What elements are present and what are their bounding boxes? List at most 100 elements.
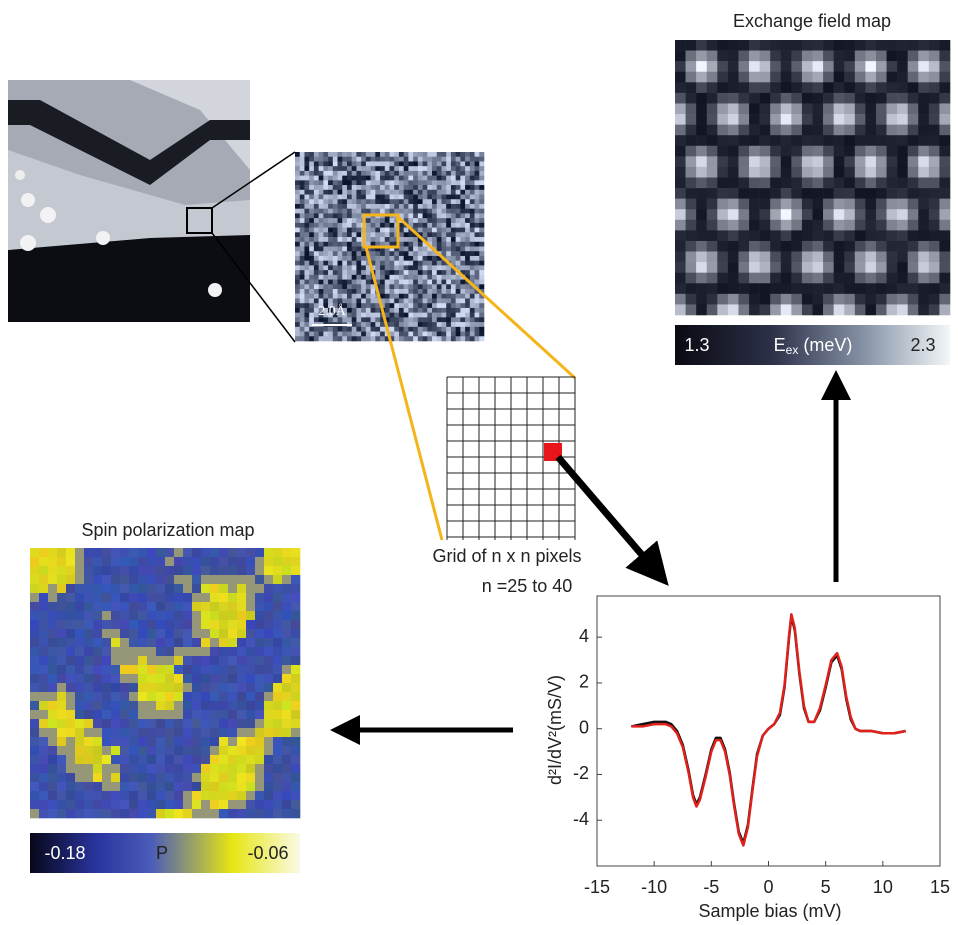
pixel <box>300 199 305 204</box>
pixel <box>39 557 48 566</box>
pixel <box>147 737 156 746</box>
pixel <box>423 213 428 218</box>
pixel <box>865 61 876 72</box>
pixel <box>361 298 366 303</box>
exchange-field-map <box>675 40 950 315</box>
pixel <box>876 252 887 263</box>
pixel <box>385 265 390 270</box>
pixel <box>738 125 749 136</box>
pixel <box>813 114 824 125</box>
pixel <box>342 204 347 209</box>
pixel <box>855 304 866 315</box>
pixel <box>39 647 48 656</box>
pixel <box>802 294 813 305</box>
pixel <box>323 213 328 218</box>
pixel <box>770 156 781 167</box>
pixel <box>366 303 371 308</box>
pixel <box>929 40 940 51</box>
pixel <box>675 156 686 167</box>
pixel <box>323 247 328 252</box>
pixel <box>399 317 404 322</box>
pixel <box>309 195 314 200</box>
pixel <box>760 304 771 315</box>
pixel <box>929 273 940 284</box>
pixel <box>111 620 120 629</box>
pixel <box>174 665 183 674</box>
pixel <box>273 674 282 683</box>
pixel <box>686 252 697 263</box>
pixel <box>333 232 338 237</box>
pixel <box>138 710 147 719</box>
pixel <box>939 72 950 83</box>
pixel <box>855 103 866 114</box>
pixel <box>460 289 465 294</box>
pixel <box>404 308 409 313</box>
pixel <box>183 557 192 566</box>
pixel <box>120 809 129 818</box>
pixel <box>66 629 75 638</box>
pixel <box>380 223 385 228</box>
pixel <box>66 719 75 728</box>
pixel <box>66 755 75 764</box>
pixel <box>309 157 314 162</box>
pixel <box>823 114 834 125</box>
pixel <box>342 185 347 190</box>
pixel <box>432 157 437 162</box>
pixel <box>57 710 66 719</box>
pixel <box>219 620 228 629</box>
pixel <box>66 791 75 800</box>
pixel <box>887 125 898 136</box>
pixel <box>129 701 138 710</box>
pixel <box>120 638 129 647</box>
pixel <box>432 256 437 261</box>
pixel <box>865 72 876 83</box>
pixel <box>273 629 282 638</box>
pixel <box>120 665 129 674</box>
pixel <box>738 220 749 231</box>
colorbar-max: -0.06 <box>247 843 288 863</box>
pixel <box>237 665 246 674</box>
pixel <box>361 171 366 176</box>
pixel <box>138 728 147 737</box>
pixel <box>338 327 343 332</box>
pixel <box>427 190 432 195</box>
pixel <box>361 256 366 261</box>
pixel <box>356 247 361 252</box>
pixel <box>813 220 824 231</box>
pixel <box>380 218 385 223</box>
pixel <box>887 283 898 294</box>
pixel <box>717 209 728 220</box>
pixel <box>309 251 314 256</box>
pixel <box>470 247 475 252</box>
pixel <box>844 167 855 178</box>
pixel <box>323 251 328 256</box>
pixel <box>111 602 120 611</box>
pixel <box>929 262 940 273</box>
pixel <box>264 647 273 656</box>
pixel <box>686 220 697 231</box>
label-main: E <box>774 335 786 355</box>
pixel <box>451 204 456 209</box>
pixel <box>427 280 432 285</box>
pixel <box>366 289 371 294</box>
pixel <box>465 332 470 337</box>
pixel <box>48 665 57 674</box>
pixel <box>156 737 165 746</box>
pixel <box>437 289 442 294</box>
pixel <box>404 209 409 214</box>
pixel <box>390 275 395 280</box>
pixel <box>174 773 183 782</box>
colorbar-label: Eex (meV) <box>774 335 853 357</box>
pixel <box>385 218 390 223</box>
pixel <box>165 656 174 665</box>
pixel <box>111 566 120 575</box>
pixel <box>314 242 319 247</box>
pixel <box>48 674 57 683</box>
pixel <box>791 72 802 83</box>
pixel <box>437 308 442 313</box>
pixel <box>246 629 255 638</box>
pixel <box>300 228 305 233</box>
pixel <box>465 204 470 209</box>
pixel <box>446 213 451 218</box>
pixel <box>219 566 228 575</box>
